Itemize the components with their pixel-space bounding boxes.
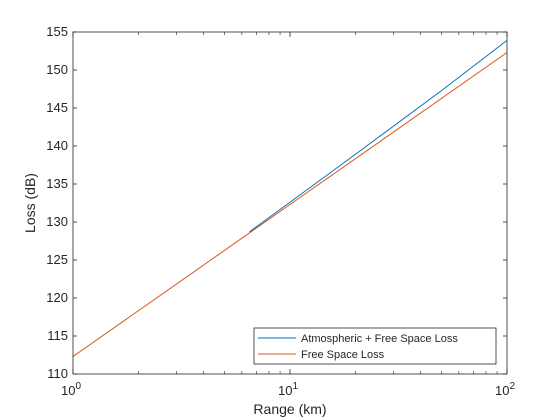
x-tick-label: 102 (495, 381, 515, 398)
x-axis-label: Range (km) (253, 401, 326, 417)
series-layer (72, 39, 508, 357)
x-tick-label-base: 10 (61, 383, 75, 398)
legend-label-free-space: Free Space Loss (301, 349, 385, 361)
y-tick-label: 110 (47, 366, 68, 381)
series-line-free-space-loss (72, 52, 508, 357)
y-axis-label: Loss (dB) (22, 173, 38, 233)
axes-box (72, 31, 508, 375)
y-tick-label: 125 (46, 252, 68, 267)
plot-area (73, 32, 507, 374)
x-tick-label-exponent: 0 (75, 381, 81, 392)
series-line-atmospheric-free-space-loss (249, 39, 508, 233)
x-tick-label-base: 10 (278, 383, 292, 398)
x-tick-label-base: 10 (495, 383, 509, 398)
y-tick-label: 140 (46, 138, 68, 153)
y-tick-label: 145 (46, 100, 68, 115)
x-tick-label-exponent: 1 (292, 381, 298, 392)
y-tick-label: 120 (46, 290, 68, 305)
legend: Atmospheric + Free Space Loss Free Space… (253, 327, 497, 365)
legend-box (253, 327, 497, 365)
x-tick-label: 100 (61, 381, 81, 398)
legend-label-atmospheric: Atmospheric + Free Space Loss (301, 333, 458, 345)
y-tick-label: 115 (47, 328, 68, 343)
y-tick-label: 155 (46, 24, 68, 39)
y-tick-label: 130 (46, 214, 68, 229)
x-tick-label: 101 (278, 381, 298, 398)
y-tick-label: 135 (46, 176, 68, 191)
y-tick-label: 150 (46, 62, 68, 77)
x-tick-label-exponent: 2 (509, 381, 515, 392)
